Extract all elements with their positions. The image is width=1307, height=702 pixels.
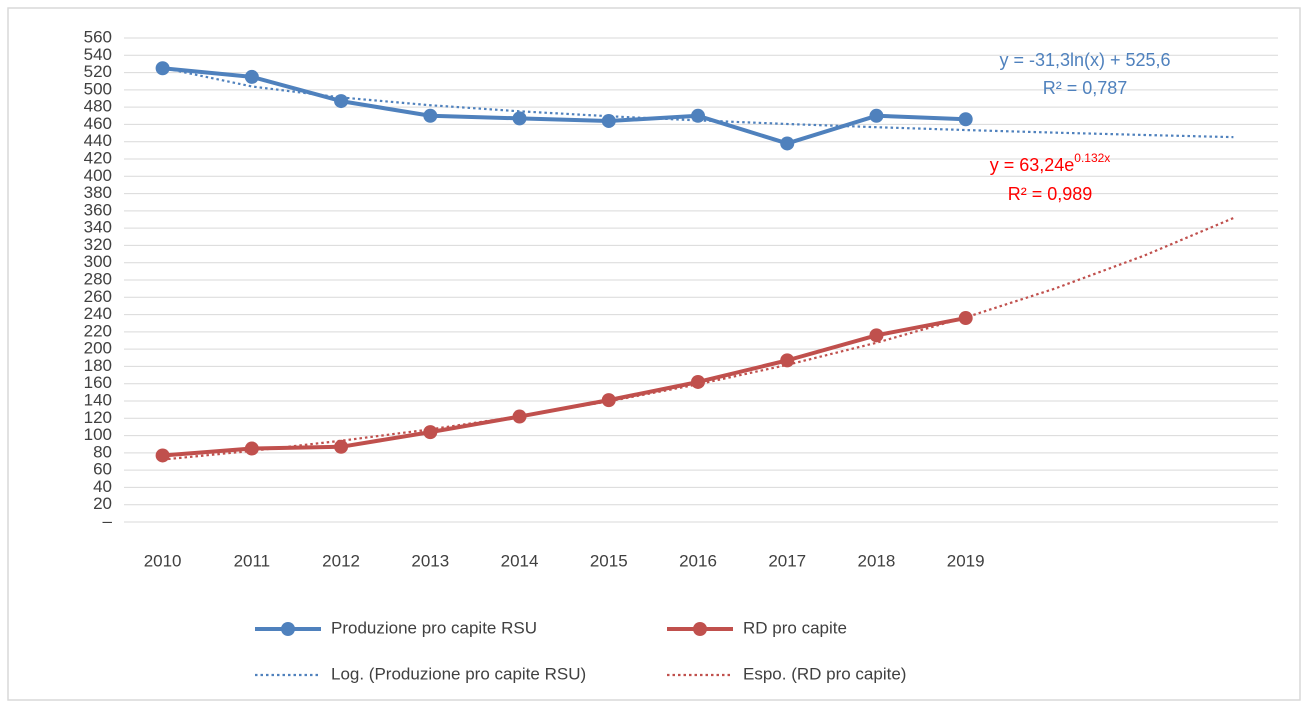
y-tick-label: 380 xyxy=(84,183,112,202)
data-point xyxy=(155,448,170,463)
x-tick-label: 2010 xyxy=(144,551,182,570)
data-point xyxy=(869,328,884,343)
data-point xyxy=(512,409,527,424)
data-point xyxy=(155,61,170,76)
y-tick-label: 480 xyxy=(84,97,112,116)
y-tick-label: 80 xyxy=(93,442,112,461)
y-tick-label: 360 xyxy=(84,200,112,219)
y-tick-label: 20 xyxy=(93,494,112,513)
series-line xyxy=(162,66,966,146)
trendline-equation: R² = 0,787 xyxy=(1043,78,1128,98)
data-point xyxy=(423,425,438,440)
x-tick-label: 2019 xyxy=(947,551,985,570)
y-tick-label: 500 xyxy=(84,79,112,98)
y-tick-label: 240 xyxy=(84,304,112,323)
series-line xyxy=(162,316,967,458)
y-tick-label: 180 xyxy=(84,356,112,375)
trendline-equation: R² = 0,989 xyxy=(1008,184,1093,204)
legend-label: Log. (Produzione pro capite RSU) xyxy=(331,664,586,683)
y-tick-label: 420 xyxy=(84,148,112,167)
data-point xyxy=(958,112,973,127)
trendline-equation: y = -31,3ln(x) + 525,6 xyxy=(999,50,1170,70)
y-tick-label: 120 xyxy=(84,408,112,427)
x-tick-label: 2018 xyxy=(858,551,896,570)
data-point xyxy=(601,113,616,128)
legend-marker xyxy=(693,622,707,636)
y-tick-label: 300 xyxy=(84,252,112,271)
x-tick-label: 2012 xyxy=(322,551,360,570)
equation-text: R² = 0,787 xyxy=(1043,78,1128,98)
data-point xyxy=(691,374,705,389)
y-tick-label: 520 xyxy=(84,62,112,81)
data-point xyxy=(780,353,795,368)
x-tick-label: 2017 xyxy=(768,551,806,570)
x-tick-label: 2011 xyxy=(234,551,271,570)
y-tick-label: 400 xyxy=(84,166,112,185)
y-tick-label: 60 xyxy=(93,460,112,479)
y-tick-label: 460 xyxy=(84,114,112,133)
data-point xyxy=(334,439,349,454)
data-point xyxy=(334,94,349,109)
y-tick-label: 100 xyxy=(84,425,112,444)
equation-text: R² = 0,989 xyxy=(1008,184,1093,204)
legend-marker xyxy=(281,622,295,636)
y-tick-label: – xyxy=(103,511,113,530)
data-point xyxy=(601,393,616,408)
y-tick-label: 260 xyxy=(84,287,112,306)
y-tick-label: 560 xyxy=(84,27,112,46)
x-tick-label: 2016 xyxy=(679,551,717,570)
data-point xyxy=(869,108,884,123)
x-tick-label: 2013 xyxy=(411,551,449,570)
y-tick-label: 280 xyxy=(84,269,112,288)
legend-label: RD pro capite xyxy=(743,618,847,637)
y-tick-label: 540 xyxy=(84,45,112,64)
y-tick-label: 320 xyxy=(84,235,112,254)
legend-label: Produzione pro capite RSU xyxy=(331,618,537,637)
data-point xyxy=(423,108,438,123)
data-point xyxy=(691,108,705,123)
chart-frame xyxy=(7,7,1301,701)
y-tick-label: 220 xyxy=(84,321,112,340)
y-tick-label: 200 xyxy=(84,339,112,358)
equation-text: y = -31,3ln(x) + 525,6 xyxy=(999,50,1170,70)
data-point xyxy=(512,111,527,126)
data-point xyxy=(780,136,795,151)
y-tick-label: 40 xyxy=(93,477,112,496)
trendline-equation: y = 63,24e0.132x xyxy=(990,151,1111,175)
data-point xyxy=(244,441,259,456)
y-tick-label: 340 xyxy=(84,218,112,237)
y-tick-label: 140 xyxy=(84,390,112,409)
x-tick-label: 2015 xyxy=(590,551,628,570)
equation-text: y = 63,24e xyxy=(990,155,1075,175)
data-point xyxy=(958,311,973,326)
data-point xyxy=(244,69,259,84)
y-tick-label: 440 xyxy=(84,131,112,150)
legend-label: Espo. (RD pro capite) xyxy=(743,664,906,683)
x-tick-label: 2014 xyxy=(501,551,539,570)
y-tick-label: 160 xyxy=(84,373,112,392)
equation-exponent: 0.132x xyxy=(1074,151,1110,165)
